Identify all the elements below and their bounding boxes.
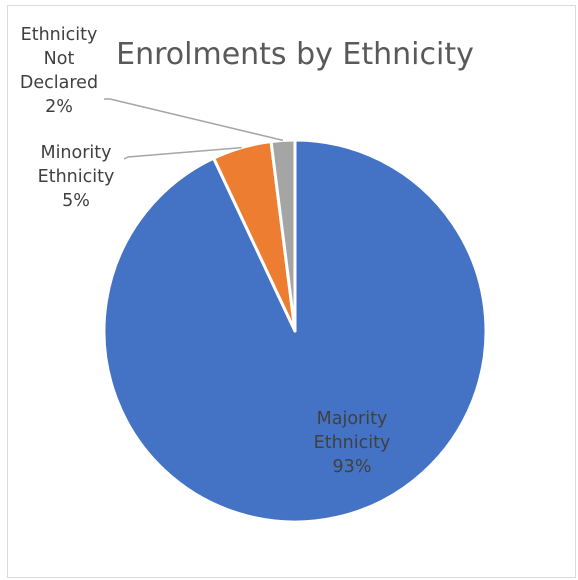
leader-line-ethnicity-not-declared: [104, 98, 284, 142]
pie-slices: [102, 138, 488, 524]
data-label-line: 5%: [62, 191, 90, 211]
data-label-line: Ethnicity: [38, 167, 115, 187]
data-labels: Majority Ethnicity 93% Minority Ethnicity 5% E…: [20, 25, 390, 477]
data-label-line: 93%: [333, 457, 372, 477]
data-label-minority-ethnicity: Minority Ethnicity 5%: [38, 143, 115, 211]
data-label-line: Majority: [317, 409, 388, 429]
data-label-line: Ethnicity: [21, 25, 98, 45]
data-label-line: 2%: [45, 97, 73, 117]
data-label-line: Declared: [20, 73, 98, 93]
leader-lines: [104, 98, 284, 160]
chart-title: Enrolments by Ethnicity: [116, 37, 474, 72]
leader-line-minority-ethnicity: [123, 146, 242, 160]
data-label-ethnicity-not-declared: Ethnicity Not Declared 2%: [20, 25, 98, 117]
data-label-line: Ethnicity: [314, 433, 391, 453]
data-label-line: Minority: [40, 143, 111, 163]
data-label-majority-ethnicity: Majority Ethnicity 93%: [314, 409, 391, 477]
data-label-line: Not: [44, 49, 75, 69]
